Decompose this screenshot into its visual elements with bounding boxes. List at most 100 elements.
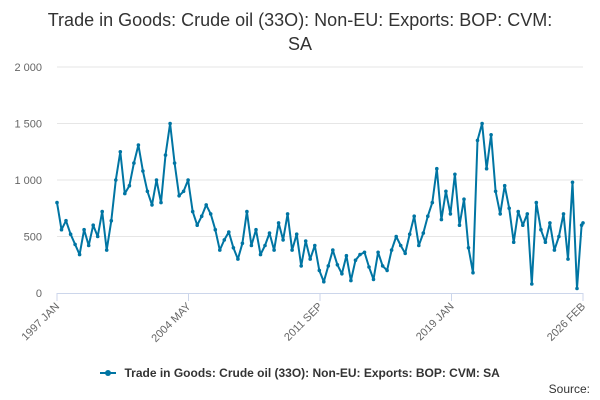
data-point[interactable] [258,252,263,257]
data-point[interactable] [231,246,236,250]
data-point[interactable] [104,248,109,252]
data-point[interactable] [534,200,539,205]
data-point[interactable] [263,243,267,248]
data-point[interactable] [489,133,493,137]
data-point[interactable] [516,209,520,214]
data-point[interactable] [557,234,561,239]
legend[interactable]: Trade in Goods: Crude oil (33O): Non-EU:… [0,366,600,380]
data-point[interactable] [290,248,294,252]
data-point[interactable] [417,243,421,248]
data-point[interactable] [240,241,245,246]
data-point[interactable] [267,231,272,235]
data-point[interactable] [358,252,362,257]
data-point[interactable] [308,257,313,261]
data-point[interactable] [385,268,389,273]
data-point[interactable] [213,227,218,232]
data-point[interactable] [575,286,579,291]
data-point[interactable] [114,178,118,182]
data-point[interactable] [498,212,503,216]
credits-source[interactable]: Source: [548,382,590,396]
data-point[interactable] [95,234,100,239]
data-point[interactable] [349,278,353,283]
data-point[interactable] [118,150,123,154]
data-point[interactable] [150,203,154,207]
data-point[interactable] [100,209,104,214]
data-point[interactable] [344,253,349,258]
data-point[interactable] [340,272,344,276]
data-point[interactable] [168,121,172,126]
data-point[interactable] [141,169,145,173]
data-point[interactable] [548,221,552,225]
data-point[interactable] [186,178,190,182]
data-point[interactable] [154,178,159,182]
data-point[interactable] [511,240,516,244]
data-point[interactable] [521,223,525,227]
data-point[interactable] [172,161,177,165]
data-point[interactable] [566,257,570,261]
data-point[interactable] [371,277,376,282]
data-point[interactable] [331,248,335,252]
data-point[interactable] [190,209,195,214]
data-point[interactable] [448,212,453,216]
data-point[interactable] [82,227,86,232]
data-point[interactable] [466,246,471,250]
data-point[interactable] [539,227,543,232]
data-point[interactable] [294,232,299,236]
data-point[interactable] [177,194,181,198]
data-point[interactable] [55,200,59,205]
data-point[interactable] [430,200,435,205]
data-point[interactable] [561,212,566,216]
data-point[interactable] [435,166,439,171]
data-point[interactable] [530,282,534,286]
data-point[interactable] [77,252,82,257]
data-point[interactable] [353,258,358,263]
data-point[interactable] [227,230,231,234]
data-point[interactable] [426,214,430,218]
data-point[interactable] [86,243,91,248]
data-point[interactable] [245,209,249,214]
data-point[interactable] [457,223,462,227]
data-point[interactable] [480,121,484,126]
data-point[interactable] [407,232,412,236]
data-point[interactable] [303,239,308,243]
data-point[interactable] [507,206,512,211]
data-point[interactable] [453,172,457,177]
data-point[interactable] [222,238,227,242]
data-point[interactable] [389,248,394,252]
data-point[interactable] [421,231,426,235]
data-point[interactable] [493,189,498,194]
data-point[interactable] [199,214,204,218]
data-point[interactable] [317,268,322,273]
data-point[interactable] [208,212,213,216]
data-point[interactable] [462,197,466,201]
data-point[interactable] [398,243,403,248]
data-point[interactable] [127,183,132,188]
data-point[interactable] [276,221,281,225]
data-point[interactable] [299,264,304,268]
data-point[interactable] [163,153,168,157]
data-point[interactable] [159,200,163,205]
data-point[interactable] [249,243,254,248]
data-point[interactable] [132,161,136,165]
data-point[interactable] [64,218,68,223]
data-point[interactable] [525,212,530,216]
data-point[interactable] [254,227,258,232]
data-point[interactable] [204,203,208,207]
data-point[interactable] [475,138,480,143]
data-point[interactable] [181,189,186,194]
data-point[interactable] [313,243,317,248]
data-point[interactable] [322,279,326,284]
data-point[interactable] [236,257,240,261]
data-point[interactable] [581,221,585,225]
data-point[interactable] [272,248,276,252]
data-point[interactable] [326,264,331,268]
data-point[interactable] [136,143,141,147]
data-point[interactable] [285,212,290,216]
data-point[interactable] [403,251,408,256]
data-point[interactable] [484,166,489,171]
data-point[interactable] [91,223,95,227]
data-point[interactable] [218,248,222,252]
series-line[interactable] [56,122,584,290]
data-point[interactable] [412,214,417,218]
data-point[interactable] [543,240,548,244]
